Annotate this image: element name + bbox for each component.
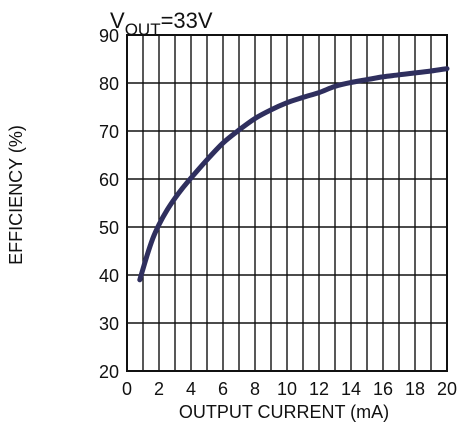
x-tick-label: 16 bbox=[373, 379, 393, 399]
y-tick-label: 40 bbox=[99, 266, 119, 286]
x-tick-label: 14 bbox=[341, 379, 361, 399]
x-tick-label: 12 bbox=[309, 379, 329, 399]
x-tick-label: 18 bbox=[405, 379, 425, 399]
x-tick-label: 2 bbox=[154, 379, 164, 399]
y-tick-label: 20 bbox=[99, 362, 119, 382]
efficiency-curve bbox=[137, 66, 450, 283]
y-axis-label: EFFICIENCY (%) bbox=[6, 125, 26, 265]
x-tick-label: 6 bbox=[218, 379, 228, 399]
annotation-prefix: V bbox=[110, 8, 125, 33]
annotation-suffix: =33V bbox=[161, 8, 213, 33]
plot-frame bbox=[126, 34, 448, 372]
x-tick-label: 0 bbox=[122, 379, 132, 399]
y-tick-label: 50 bbox=[99, 218, 119, 238]
y-tick-label: 30 bbox=[99, 314, 119, 334]
y-tick-label: 60 bbox=[99, 170, 119, 190]
x-tick-label: 8 bbox=[250, 379, 260, 399]
vout-annotation: VOUT=33V bbox=[110, 8, 213, 39]
y-tick-label: 80 bbox=[99, 74, 119, 94]
x-tick-label: 20 bbox=[437, 379, 457, 399]
annotation-subscript: OUT bbox=[125, 20, 161, 39]
x-axis-label: OUTPUT CURRENT (mA) bbox=[179, 402, 389, 422]
grid bbox=[126, 34, 448, 372]
x-tick-label: 10 bbox=[277, 379, 297, 399]
y-tick-label: 90 bbox=[99, 26, 119, 46]
x-tick-label: 4 bbox=[186, 379, 196, 399]
tick-labels: 0 2 4 6 8 10 12 14 16 18 20 20 30 40 50 60 70 80 90 bbox=[99, 26, 457, 399]
series-layer bbox=[137, 66, 450, 283]
y-tick-label: 70 bbox=[99, 122, 119, 142]
